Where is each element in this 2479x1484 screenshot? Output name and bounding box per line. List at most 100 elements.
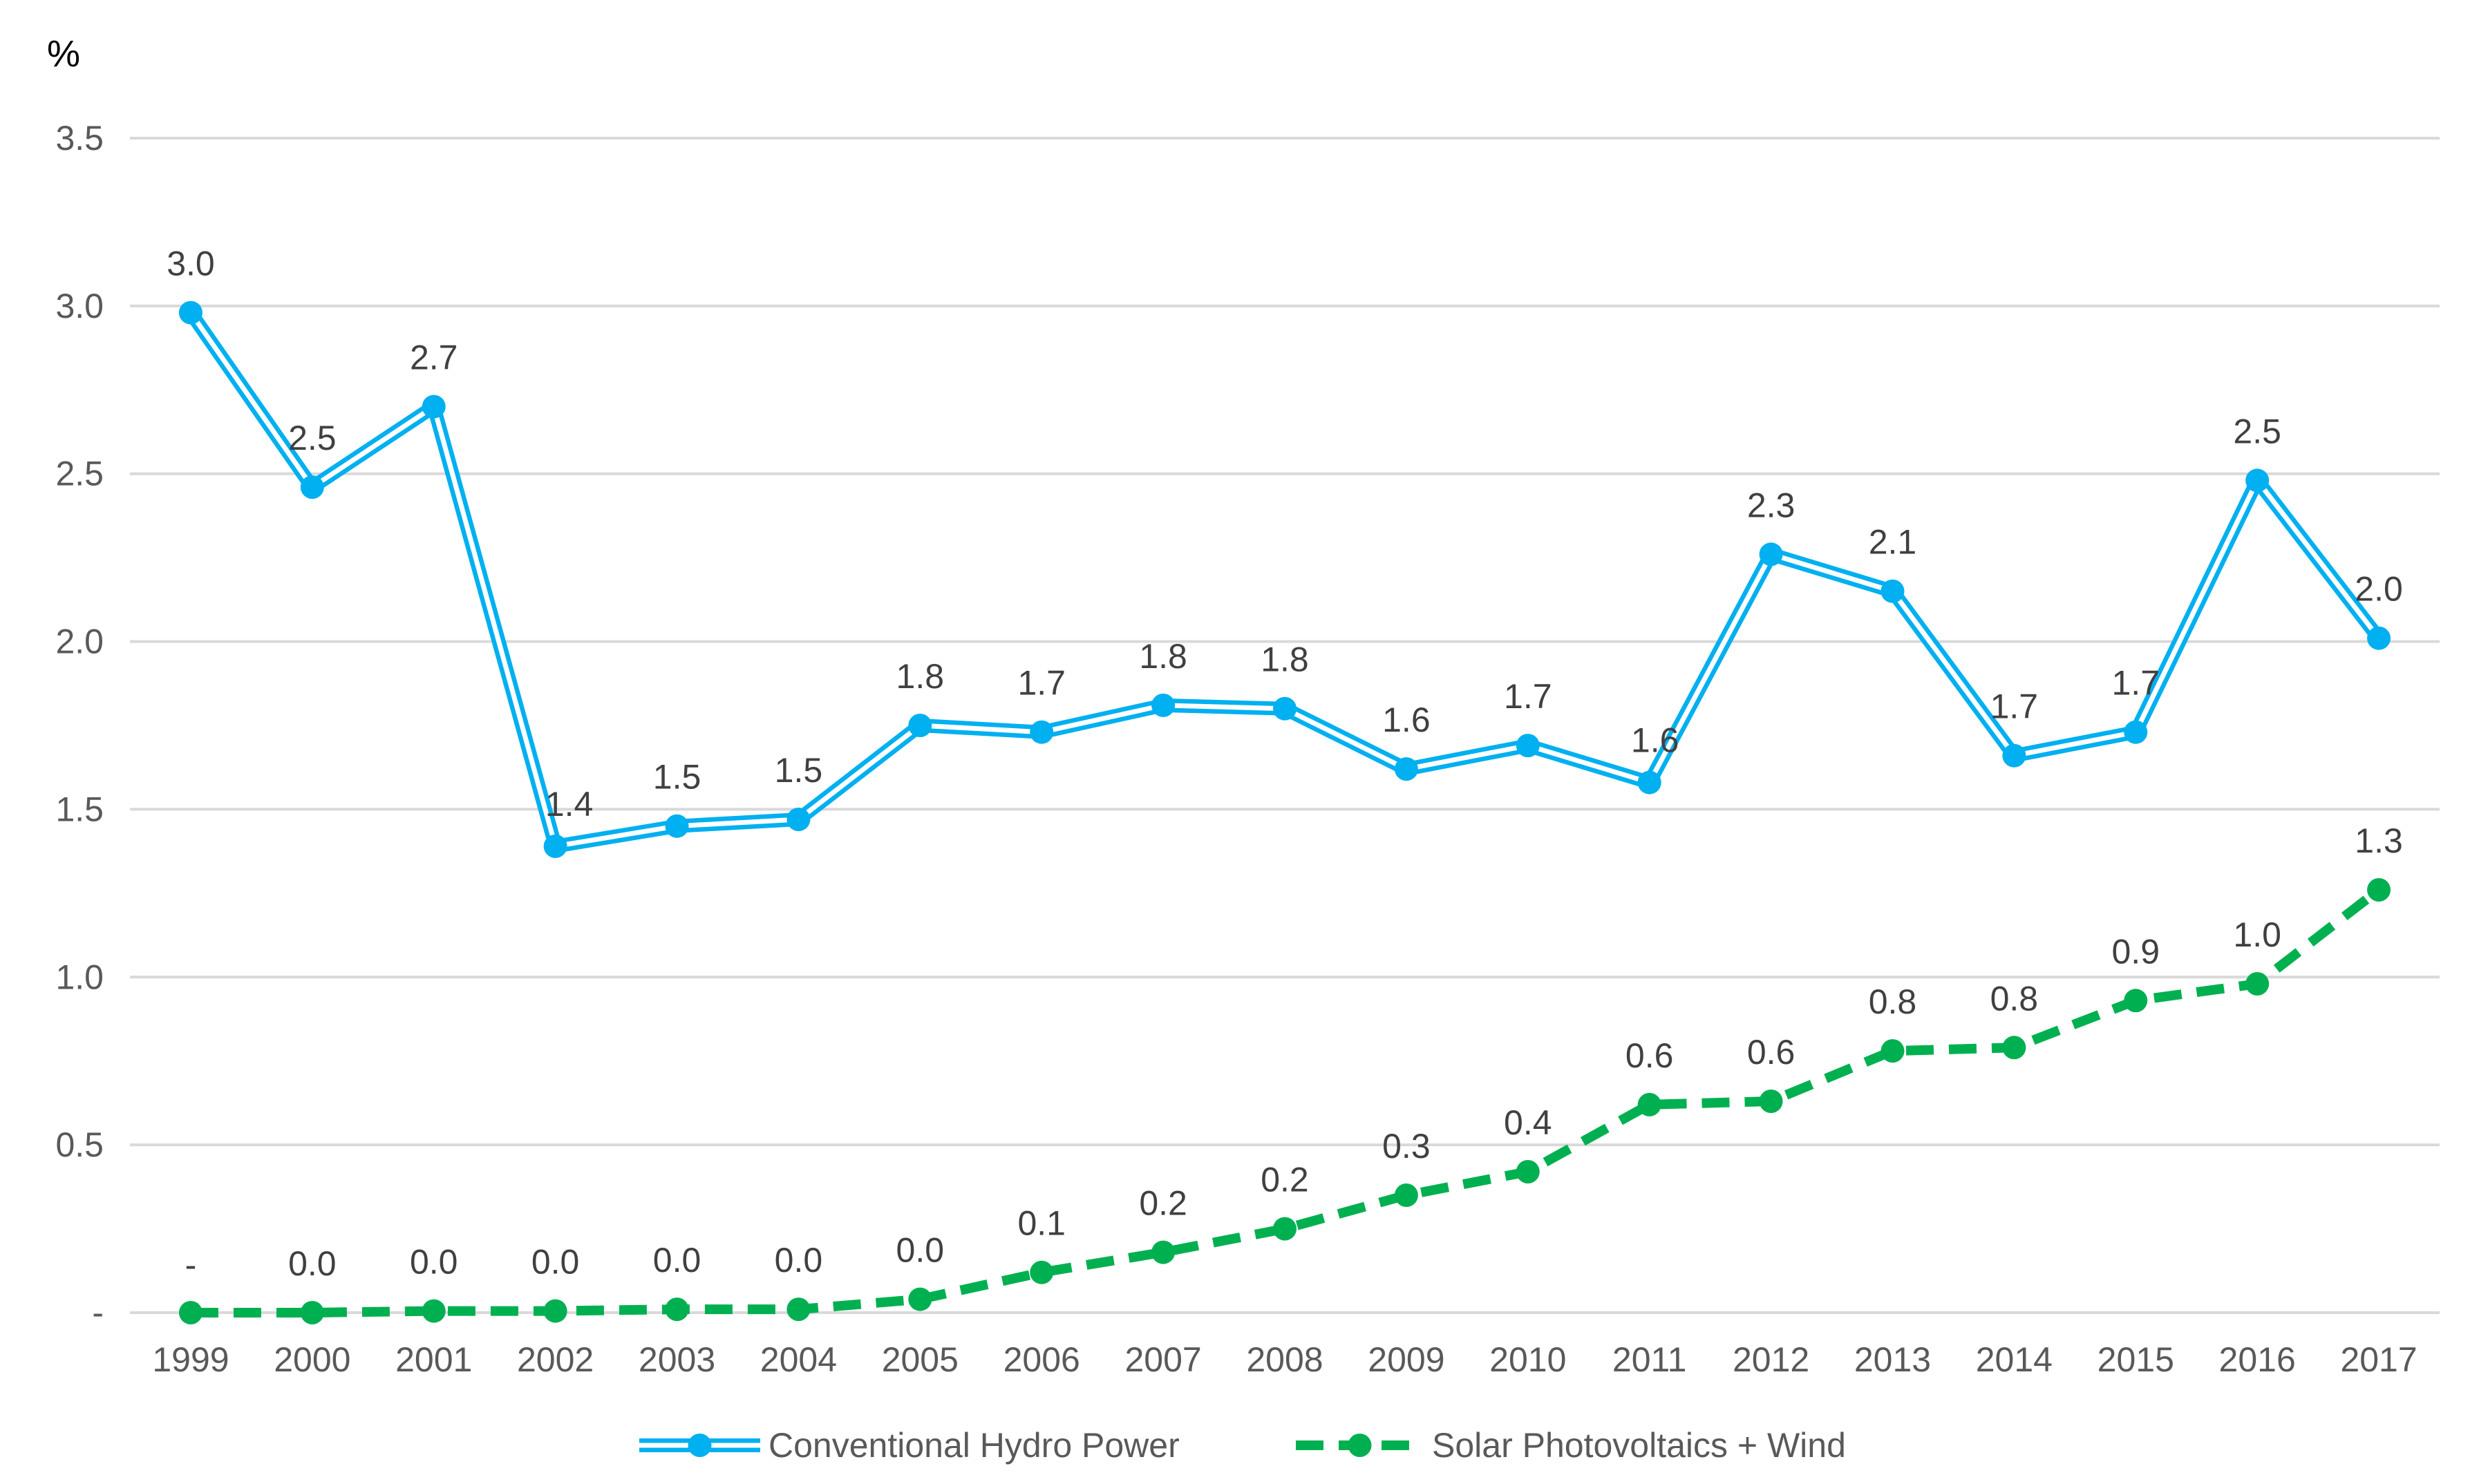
y-axis-ticks: - 0.5 1.0 1.5 2.0 2.5 3.0 3.5 — [55, 119, 104, 1332]
y-tick-label: 1.5 — [55, 790, 104, 828]
data-label: 0.1 — [1017, 1204, 1066, 1243]
y-tick-label: 0.5 — [55, 1125, 104, 1164]
y-tick-label: 2.0 — [55, 622, 104, 661]
data-point — [178, 301, 202, 325]
x-tick-label: 2005 — [882, 1340, 959, 1379]
x-tick-label: 2013 — [1854, 1340, 1931, 1379]
legend-item-solar-wind: Solar Photovoltaics + Wind — [1296, 1426, 1846, 1465]
x-axis-ticks: 1999 2000 2001 2002 2003 2004 2005 2006 2007 2008… — [152, 1340, 2417, 1379]
gridlines — [130, 137, 2440, 1314]
data-point — [1881, 1039, 1905, 1063]
data-point — [422, 1299, 446, 1323]
data-point — [1030, 720, 1054, 744]
x-tick-label: 2000 — [274, 1340, 350, 1379]
y-tick-label: 1.0 — [55, 958, 104, 996]
data-label: 1.3 — [2355, 821, 2403, 860]
data-point — [2124, 989, 2148, 1013]
data-point — [422, 394, 446, 419]
data-point — [786, 1297, 811, 1322]
y-tick-label: 3.0 — [55, 287, 104, 325]
data-point — [543, 1299, 567, 1323]
x-tick-label: 2007 — [1124, 1340, 1201, 1379]
data-labels: 3.0 2.5 2.7 1.4 1.5 1.5 1.8 1.7 1.8 1.8 1.6 1.7 1.6 2… — [167, 245, 2403, 1284]
x-tick-label: 2017 — [2340, 1340, 2417, 1379]
data-label: 1.7 — [2112, 664, 2160, 703]
data-point — [1881, 579, 1905, 603]
data-point — [2367, 878, 2391, 902]
data-label: 1.4 — [545, 785, 594, 824]
data-point — [1273, 696, 1297, 721]
data-point — [2002, 1036, 2026, 1060]
x-tick-label: 2012 — [1733, 1340, 1809, 1379]
data-label: 0.0 — [775, 1241, 823, 1280]
legend: Conventional Hydro Power Solar Photovolta… — [639, 1426, 1846, 1465]
data-point — [665, 1297, 689, 1322]
y-tick-label: 3.5 — [55, 119, 104, 158]
data-label: 2.1 — [1869, 523, 1917, 562]
data-point — [1030, 1260, 1054, 1284]
series-hydro — [178, 301, 2391, 858]
x-tick-label: 2011 — [1612, 1340, 1687, 1379]
data-label: 2.5 — [2233, 412, 2281, 450]
x-tick-label: 2014 — [1976, 1340, 2053, 1379]
data-label: 1.5 — [653, 758, 701, 797]
data-point — [1759, 542, 1783, 567]
data-label: 2.3 — [1747, 486, 1795, 524]
data-label: 3.0 — [167, 245, 215, 283]
data-label: 1.8 — [1261, 640, 1309, 679]
data-point — [543, 834, 567, 858]
data-label: 0.4 — [1504, 1103, 1552, 1142]
x-tick-label: 2016 — [2219, 1340, 2296, 1379]
data-point — [2367, 626, 2391, 650]
data-point — [665, 814, 689, 838]
data-point — [1394, 757, 1418, 781]
data-point — [908, 1287, 932, 1311]
series-line-inner — [188, 310, 2382, 849]
data-label: 0.8 — [1990, 979, 2039, 1018]
data-label: 1.7 — [1017, 664, 1066, 703]
data-point — [1516, 1160, 1540, 1183]
data-label: 0.6 — [1625, 1036, 1674, 1075]
data-label: 0.0 — [896, 1231, 945, 1270]
legend-marker — [1348, 1434, 1372, 1457]
data-label: 0.2 — [1261, 1161, 1309, 1199]
data-point — [1516, 734, 1540, 758]
data-point — [1637, 1092, 1661, 1116]
x-tick-label: 2008 — [1246, 1340, 1323, 1379]
data-point — [178, 1301, 202, 1324]
data-label: 2.7 — [410, 339, 458, 377]
data-label: 1.5 — [775, 751, 823, 790]
data-point — [2124, 720, 2148, 744]
data-label: 0.2 — [1139, 1184, 1187, 1223]
data-label: 1.8 — [1139, 637, 1187, 676]
series-line — [190, 886, 2382, 1317]
series-line-outer — [183, 305, 2386, 853]
data-point — [1759, 1090, 1783, 1113]
x-tick-label: 2001 — [395, 1340, 472, 1379]
data-point — [2002, 743, 2026, 768]
data-label: 1.7 — [1504, 677, 1552, 716]
legend-label: Solar Photovoltaics + Wind — [1432, 1426, 1846, 1465]
data-label: 0.6 — [1747, 1033, 1795, 1072]
x-tick-label: 1999 — [152, 1340, 229, 1379]
data-label: 1.8 — [896, 657, 945, 696]
data-point — [1273, 1217, 1297, 1241]
y-axis-unit-label: % — [47, 33, 80, 75]
x-tick-label: 2009 — [1368, 1340, 1444, 1379]
data-label: - — [185, 1246, 197, 1284]
data-point — [1151, 1240, 1176, 1264]
data-point — [786, 808, 811, 831]
data-label: 0.8 — [1869, 982, 1917, 1021]
data-label: 0.0 — [531, 1243, 580, 1282]
data-point — [1151, 693, 1176, 717]
data-label: 0.3 — [1382, 1127, 1431, 1166]
data-label: 1.6 — [1631, 721, 1679, 760]
x-tick-label: 2006 — [1003, 1340, 1080, 1379]
data-point — [300, 475, 324, 500]
data-label: 0.0 — [653, 1241, 701, 1280]
data-label: 1.0 — [2233, 915, 2281, 954]
x-tick-label: 2002 — [517, 1340, 594, 1379]
data-label: 2.0 — [2355, 570, 2403, 609]
data-label: 0.0 — [410, 1243, 458, 1282]
